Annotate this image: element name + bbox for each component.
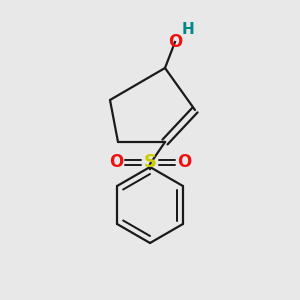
Text: O: O [168,33,182,51]
Text: S: S [143,153,157,171]
Text: O: O [109,153,123,171]
Text: H: H [182,22,194,38]
Text: O: O [177,153,191,171]
